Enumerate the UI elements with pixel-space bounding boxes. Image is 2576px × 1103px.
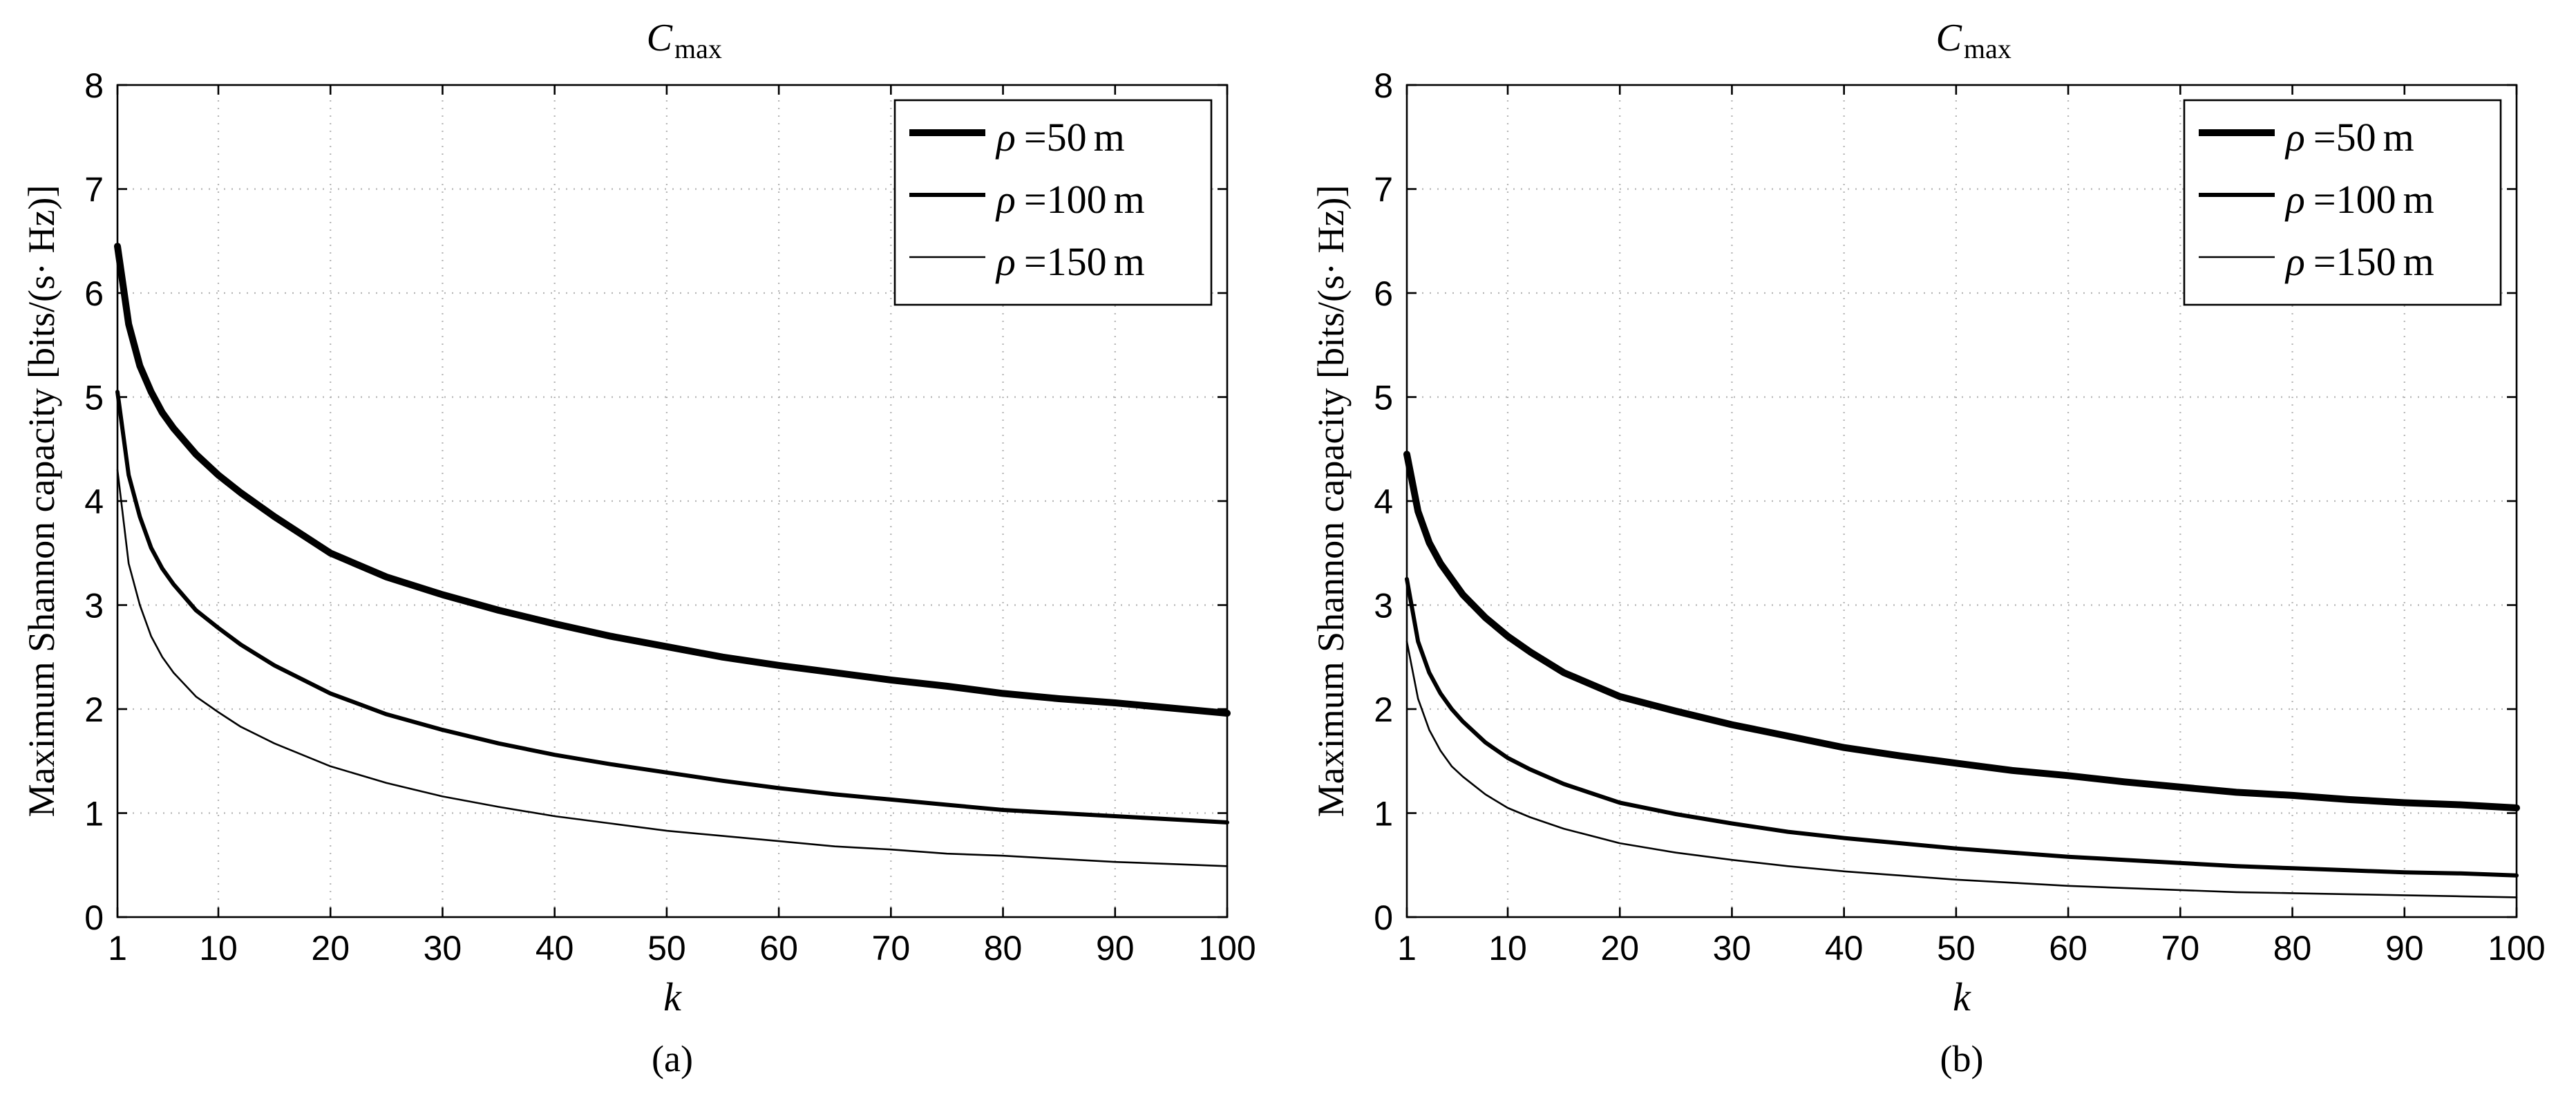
- x-tick-label: 90: [2385, 929, 2424, 968]
- x-tick-label: 80: [2273, 929, 2312, 968]
- series-line-150m: [1405, 640, 2518, 898]
- y-tick-label: 0: [84, 898, 104, 937]
- x-tick-label: 60: [759, 929, 798, 968]
- y-tick-label: 4: [1374, 482, 1393, 521]
- y-axis-label: Maximum Shannon capacity [bits/(s· Hz)]: [21, 185, 62, 818]
- x-axis-label: k: [663, 974, 682, 1019]
- x-tick-label: 30: [1713, 929, 1752, 968]
- legend: ρ =50 m ρ =100 m ρ =150 m: [2183, 99, 2502, 306]
- y-tick-label: 6: [1374, 274, 1393, 313]
- x-axis-label: k: [1953, 974, 1971, 1019]
- legend: ρ =50 m ρ =100 m ρ =150 m: [893, 99, 1213, 306]
- chart-title: C: [1936, 17, 1962, 59]
- legend-label-150m: ρ =150 m: [2284, 239, 2434, 284]
- grid-lines: [1405, 84, 2518, 918]
- x-tick-label: 90: [1096, 929, 1135, 968]
- y-tick-label: 2: [1374, 690, 1393, 729]
- series-lines: [1403, 451, 2520, 898]
- y-tick-label: 4: [84, 482, 104, 521]
- y-axis-label: Maximum Shannon capacity [bits/(s· Hz)]: [1310, 185, 1352, 818]
- x-tick-label: 100: [2488, 929, 2545, 968]
- panel-label: (b): [1940, 1038, 1984, 1080]
- panel-label: (a): [652, 1038, 693, 1080]
- y-tick-labels: 0 1 2 3 4 5 6 7 8: [84, 66, 104, 937]
- series-line-150m: [116, 469, 1229, 867]
- y-tick-label: 7: [1374, 171, 1393, 209]
- chart-title-subscript: max: [1964, 33, 2011, 64]
- x-tick-label: 40: [1825, 929, 1864, 968]
- y-tick-label: 6: [84, 274, 104, 313]
- x-tick-label: 30: [424, 929, 462, 968]
- x-tick-label: 70: [872, 929, 911, 968]
- series-line-100m: [1405, 576, 2519, 878]
- y-tick-label: 8: [84, 66, 104, 105]
- y-tick-label: 3: [1374, 587, 1393, 625]
- y-tick-label: 2: [84, 690, 104, 729]
- x-tick-label: 100: [1198, 929, 1256, 968]
- y-tick-label: 1: [84, 795, 104, 833]
- chart-title-subscript: max: [674, 33, 722, 64]
- legend-label-50m: ρ =50 m: [2284, 115, 2414, 160]
- x-tick-label: 10: [1488, 929, 1527, 968]
- x-tick-label: 10: [199, 929, 238, 968]
- legend-label-150m: ρ =150 m: [995, 239, 1145, 284]
- x-tick-label: 1: [108, 929, 127, 968]
- y-tick-labels: 0 1 2 3 4 5 6 7 8: [1374, 66, 1393, 937]
- plot-frame: [1405, 84, 2518, 918]
- chart-title: C: [647, 17, 673, 59]
- x-tick-label: 60: [2049, 929, 2087, 968]
- y-tick-label: 0: [1374, 898, 1393, 937]
- x-tick-label: 80: [984, 929, 1023, 968]
- legend-label-100m: ρ =100 m: [2284, 177, 2434, 222]
- legend-label-100m: ρ =100 m: [995, 177, 1145, 222]
- x-tick-labels: 1 10 20 30 40 50 60 70 80 90 100: [1397, 929, 2546, 968]
- y-tick-label: 8: [1374, 66, 1393, 105]
- series-line-100m: [115, 390, 1229, 824]
- series-line-50m: [114, 243, 1231, 717]
- y-tick-label: 3: [84, 587, 104, 625]
- y-tick-label: 7: [84, 171, 104, 209]
- x-tick-label: 20: [311, 929, 350, 968]
- x-tick-label: 40: [536, 929, 574, 968]
- series-lines: [114, 243, 1231, 867]
- plot-frame: [116, 84, 1229, 918]
- y-tick-label: 5: [84, 379, 104, 417]
- x-tick-label: 50: [647, 929, 686, 968]
- legend-label-50m: ρ =50 m: [995, 115, 1125, 160]
- x-tick-label: 70: [2161, 929, 2200, 968]
- x-tick-label: 1: [1397, 929, 1417, 968]
- y-tick-label: 5: [1374, 379, 1393, 417]
- x-tick-label: 50: [1937, 929, 1976, 968]
- y-tick-label: 1: [1374, 795, 1393, 833]
- x-tick-labels: 1 10 20 30 40 50 60 70 80 90 100: [108, 929, 1256, 968]
- series-line-50m: [1403, 451, 2520, 811]
- x-tick-label: 20: [1600, 929, 1639, 968]
